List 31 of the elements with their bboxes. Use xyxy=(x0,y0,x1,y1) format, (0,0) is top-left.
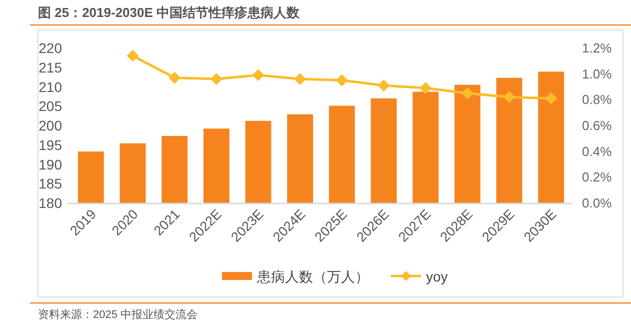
point xyxy=(461,87,474,100)
point xyxy=(168,72,181,84)
y-tick-label: 180 xyxy=(38,195,62,211)
legend-label: 患病人数（万人） xyxy=(256,268,369,284)
y-tick-label: 195 xyxy=(38,136,62,153)
y2-tick-label: 1.0% xyxy=(582,66,612,82)
point xyxy=(503,91,516,104)
text: 资料来源：2025 中报业绩交流会 xyxy=(38,308,198,321)
point xyxy=(545,92,558,104)
point xyxy=(420,82,432,94)
y-tick-label: 220 xyxy=(38,40,62,56)
point xyxy=(336,74,348,86)
y2-tick-label: 0.8% xyxy=(582,92,612,108)
y-tick-label: 200 xyxy=(38,118,62,134)
point xyxy=(126,50,139,62)
y2-tick-label: 1.2% xyxy=(582,40,612,56)
y-tick-label: 205 xyxy=(38,98,62,114)
point xyxy=(378,79,390,92)
y2-tick-label: 0.6% xyxy=(582,118,612,133)
y-tick-label: 190 xyxy=(38,156,62,172)
y2-tick-label: 0.4% xyxy=(582,144,612,159)
legend-label: yoy xyxy=(426,268,448,284)
y-tick-label: 185 xyxy=(38,176,62,192)
y-tick-label: 215 xyxy=(38,59,62,76)
point xyxy=(210,73,222,85)
point xyxy=(252,69,264,82)
point xyxy=(294,73,306,85)
y2-tick-label: 0.0% xyxy=(582,196,612,210)
chart-title: 图 25：2019-2030E 中国结节性痒疹患病人数 xyxy=(38,5,301,20)
y-tick-label: 210 xyxy=(38,78,62,95)
y2-tick-label: 0.2% xyxy=(582,170,612,185)
